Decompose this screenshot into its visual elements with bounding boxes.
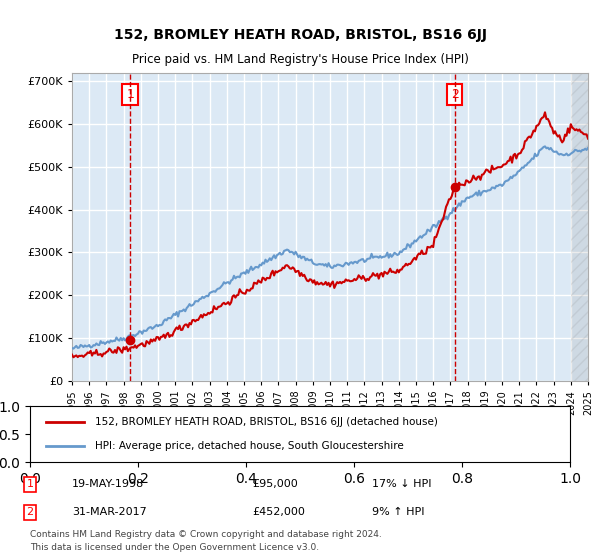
Text: 19-MAY-1998: 19-MAY-1998 — [72, 479, 144, 489]
Text: Contains HM Land Registry data © Crown copyright and database right 2024.: Contains HM Land Registry data © Crown c… — [30, 530, 382, 539]
Text: 9% ↑ HPI: 9% ↑ HPI — [372, 507, 425, 517]
Text: £95,000: £95,000 — [252, 479, 298, 489]
Text: 1: 1 — [26, 479, 34, 489]
Text: 152, BROMLEY HEATH ROAD, BRISTOL, BS16 6JJ (detached house): 152, BROMLEY HEATH ROAD, BRISTOL, BS16 6… — [95, 417, 437, 427]
Text: 2: 2 — [26, 507, 34, 517]
Text: 2: 2 — [451, 88, 458, 101]
Text: 1: 1 — [126, 88, 134, 101]
Text: £452,000: £452,000 — [252, 507, 305, 517]
Text: Price paid vs. HM Land Registry's House Price Index (HPI): Price paid vs. HM Land Registry's House … — [131, 53, 469, 66]
Text: 31-MAR-2017: 31-MAR-2017 — [72, 507, 147, 517]
Text: 17% ↓ HPI: 17% ↓ HPI — [372, 479, 431, 489]
Bar — [571, 73, 588, 381]
Text: This data is licensed under the Open Government Licence v3.0.: This data is licensed under the Open Gov… — [30, 543, 319, 552]
Text: 152, BROMLEY HEATH ROAD, BRISTOL, BS16 6JJ: 152, BROMLEY HEATH ROAD, BRISTOL, BS16 6… — [113, 28, 487, 42]
Text: HPI: Average price, detached house, South Gloucestershire: HPI: Average price, detached house, Sout… — [95, 441, 404, 451]
